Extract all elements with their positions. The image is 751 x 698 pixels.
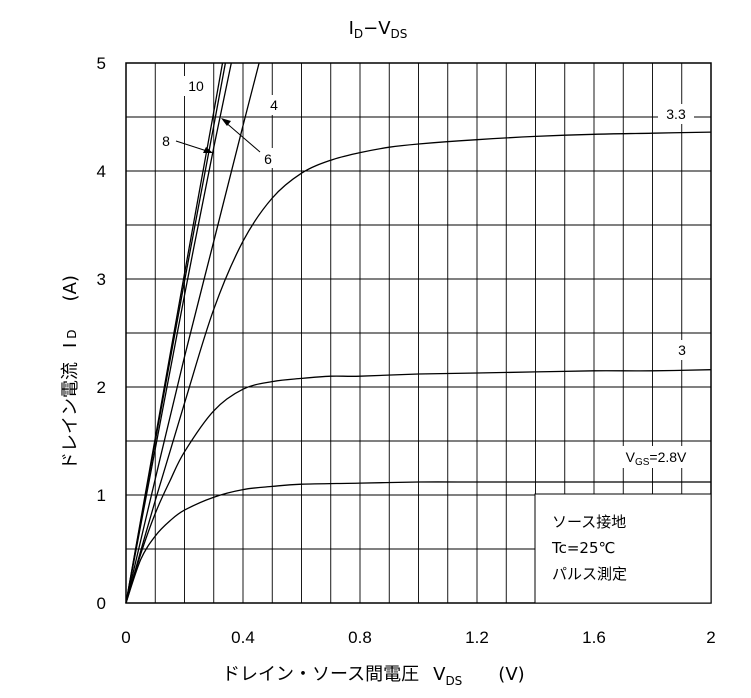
y-tick-label: 5: [97, 54, 106, 73]
y-tick-labels: 0 1 2 3 4 5: [97, 54, 106, 613]
x-tick-label: 0.4: [231, 628, 255, 647]
y-tick-label: 0: [97, 594, 106, 613]
arrowhead-6: [221, 118, 231, 126]
x-axis-label: ドレイン・ソース間電圧 VDS (V): [222, 664, 525, 688]
y-tick-label: 1: [97, 486, 106, 505]
note-line-2: Tc=25℃: [551, 539, 615, 557]
arrow-6: [223, 120, 261, 153]
curve-label-3: 3: [678, 342, 686, 358]
curve-series-0: [125, 481, 711, 604]
curve-series-6: [125, 62, 224, 604]
curves: [125, 62, 712, 604]
curve-series-4: [125, 62, 232, 604]
x-tick-labels: 0 0.4 0.8 1.2 1.6 2: [121, 628, 715, 647]
x-tick-label: 0.8: [348, 628, 372, 647]
x-tick-label: 0: [121, 628, 130, 647]
x-tick-label: 1.6: [582, 628, 606, 647]
curve-label-vgs-2-8: VGS=2.8V: [626, 449, 687, 468]
x-tick-label: 2: [706, 628, 715, 647]
curve-labels: 10 4 8 6 3.3 3 VGS=2.8V: [156, 76, 700, 468]
note-line-1: ソース接地: [552, 513, 626, 531]
curve-label-8: 8: [162, 133, 170, 149]
curve-series-3: [125, 62, 260, 604]
arrowhead-8: [203, 147, 213, 153]
curve-label-6: 6: [264, 151, 272, 167]
curve-series-2: [125, 131, 712, 604]
y-axis-label: ドレイン電流ID(A): [60, 275, 81, 470]
y-tick-label: 2: [97, 378, 106, 397]
curve-series-1: [125, 369, 712, 604]
arrow-8: [175, 140, 211, 153]
note-line-3: パルス測定: [552, 565, 627, 583]
x-tick-label: 1.2: [465, 628, 489, 647]
note-box: ソース接地 Tc=25℃ パルス測定: [534, 493, 712, 604]
curve-label-4: 4: [270, 97, 278, 113]
y-tick-label: 3: [97, 270, 106, 289]
plot-frame: [125, 62, 712, 604]
chart-title: ID−VDS: [349, 18, 408, 41]
curve-label-3-3: 3.3: [666, 106, 686, 122]
y-tick-label: 4: [97, 162, 106, 181]
curve-label-10: 10: [188, 78, 204, 94]
